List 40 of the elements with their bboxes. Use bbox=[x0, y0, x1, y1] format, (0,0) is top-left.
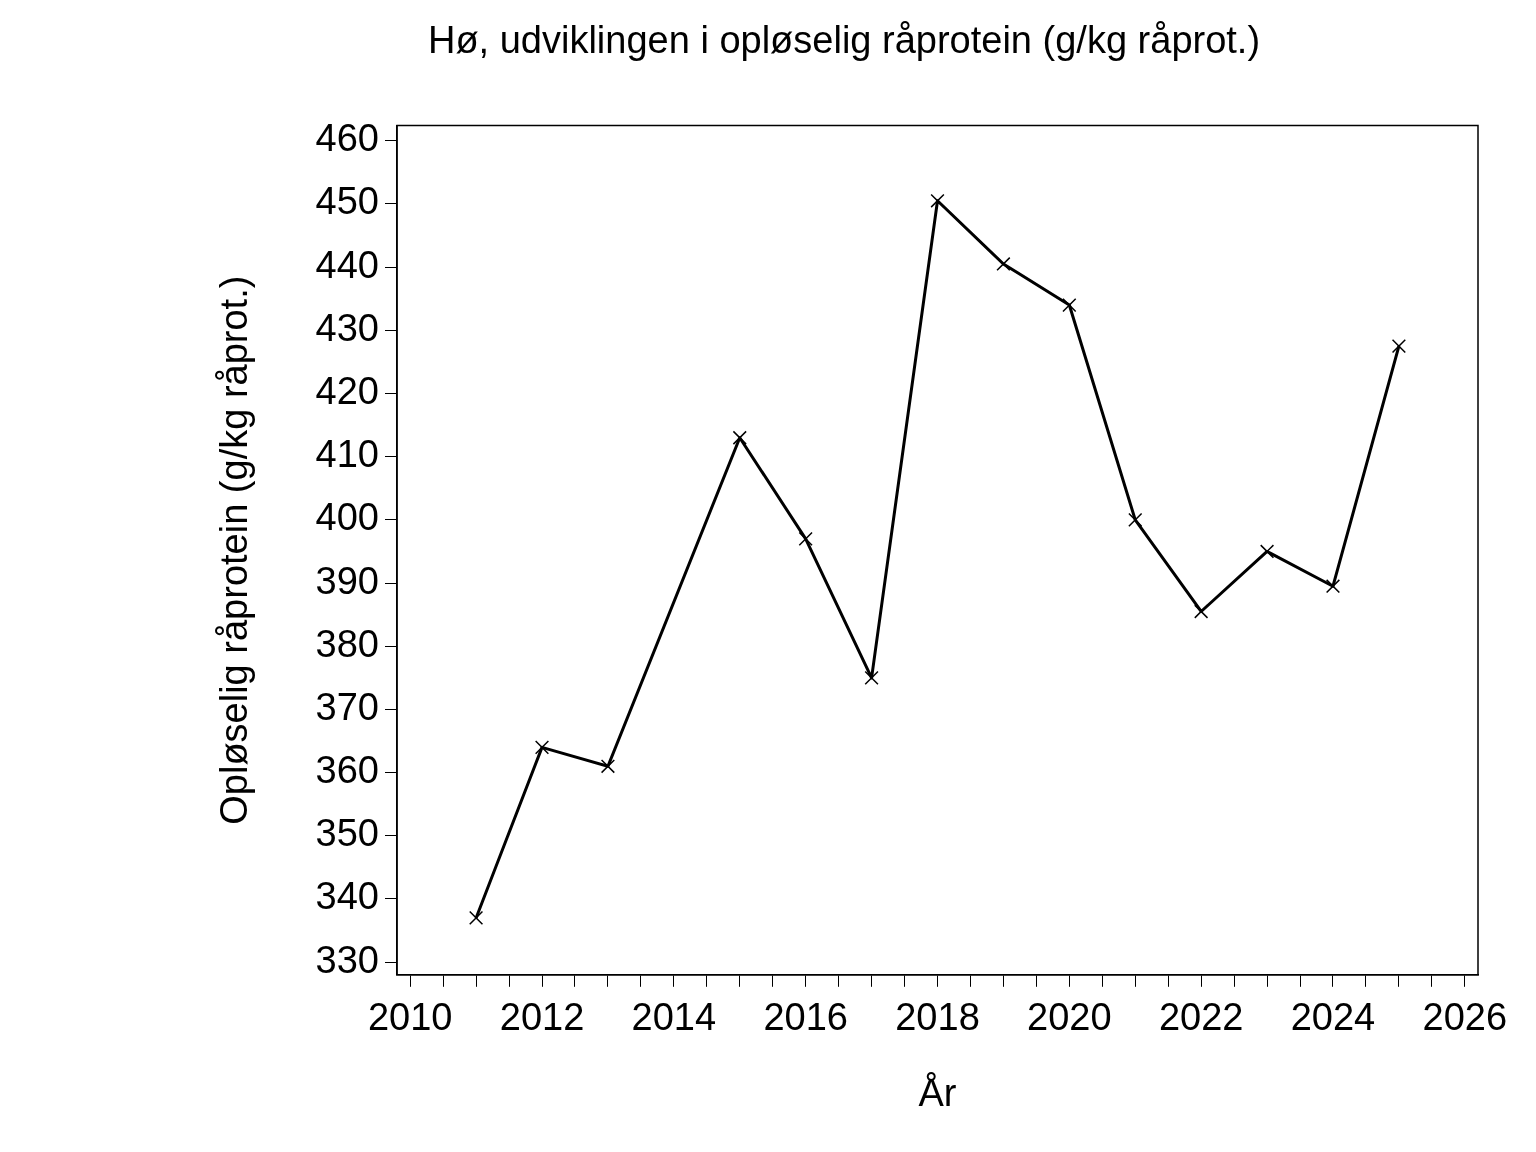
y-tick-label: 380 bbox=[315, 622, 379, 665]
point bbox=[1062, 297, 1077, 313]
point bbox=[930, 193, 945, 208]
point bbox=[1325, 579, 1341, 594]
point bbox=[534, 740, 550, 755]
y-tick-label: 340 bbox=[315, 875, 379, 918]
point bbox=[864, 670, 879, 685]
x-tick-label: 2014 bbox=[631, 996, 717, 1039]
point bbox=[732, 430, 747, 445]
y-axis-title: Opløselig råprotein (g/kg råprot.) bbox=[213, 275, 256, 825]
point bbox=[1194, 604, 1209, 619]
point bbox=[996, 256, 1011, 272]
y-tick-label: 350 bbox=[315, 812, 379, 855]
y-tick-label: 400 bbox=[315, 496, 379, 539]
y-tick-label: 430 bbox=[315, 306, 379, 349]
y-tick-label: 390 bbox=[315, 559, 379, 602]
y-tick-label: 440 bbox=[315, 243, 379, 286]
y-tick-label: 360 bbox=[315, 749, 379, 792]
y-tick-label: 370 bbox=[315, 685, 379, 728]
x-tick-label: 2026 bbox=[1422, 996, 1508, 1039]
x-tick-label: 2024 bbox=[1290, 996, 1376, 1039]
y-tick-label: 450 bbox=[315, 180, 379, 223]
y-tick-label: 410 bbox=[315, 433, 379, 476]
x-tick-label: 2020 bbox=[1027, 996, 1112, 1039]
point bbox=[600, 759, 616, 774]
x-tick-label: 2016 bbox=[763, 996, 848, 1039]
point bbox=[1391, 339, 1407, 354]
y-tick-label: 460 bbox=[315, 117, 379, 160]
point bbox=[798, 531, 813, 546]
x-tick-label: 2012 bbox=[499, 996, 585, 1039]
x-tick-label: 2022 bbox=[1158, 996, 1244, 1039]
point bbox=[1259, 544, 1275, 559]
y-tick-label: 330 bbox=[315, 938, 379, 981]
y-tick-label: 420 bbox=[315, 369, 379, 412]
chart-title: Hø, udviklingen i opløselig råprotein (g/kg råprot.) bbox=[427, 19, 1261, 62]
point bbox=[1128, 512, 1143, 527]
x-tick-label: 2018 bbox=[895, 996, 980, 1039]
point bbox=[468, 910, 484, 926]
x-tick-label: 2010 bbox=[367, 996, 453, 1039]
x-axis-title: År bbox=[918, 1070, 957, 1114]
